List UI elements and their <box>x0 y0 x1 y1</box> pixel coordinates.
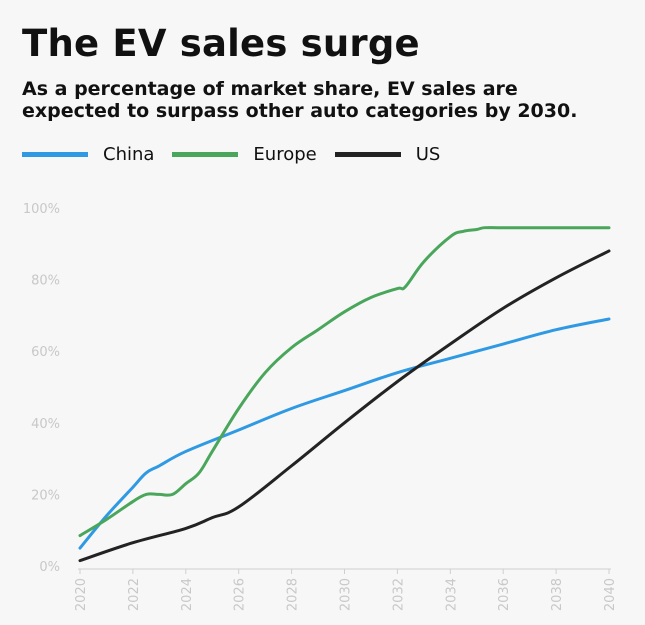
x-tick-label: 2032 <box>391 578 406 611</box>
y-tick-label: 20% <box>31 488 60 503</box>
y-tick-label: 60% <box>31 345 60 360</box>
y-tick-label: 0% <box>39 560 60 575</box>
x-tick-label: 2020 <box>74 578 89 611</box>
legend-swatch-us <box>334 151 401 157</box>
y-tick-label: 100% <box>23 202 60 217</box>
x-tick-label: 2036 <box>497 578 512 611</box>
legend-label-china: China <box>103 143 155 165</box>
x-tick-label: 2022 <box>127 578 142 611</box>
y-tick-label: 80% <box>31 274 60 289</box>
legend-label-europe: Europe <box>253 143 317 165</box>
x-tick-label: 2040 <box>603 578 618 611</box>
legend: China Europe US <box>22 143 458 165</box>
x-tick-label: 2038 <box>550 578 565 611</box>
x-tick-label: 2030 <box>339 578 354 611</box>
series-line-china <box>78 317 611 550</box>
x-tick-label: 2034 <box>444 578 459 611</box>
series-line-us <box>78 249 611 563</box>
legend-item-europe: Europe <box>172 143 317 165</box>
legend-swatch-europe <box>172 151 239 157</box>
x-tick-label: 2028 <box>286 578 301 611</box>
legend-swatch-china <box>22 151 88 157</box>
legend-item-china: China <box>22 144 154 165</box>
legend-label-us: US <box>415 143 441 165</box>
legend-item-us: US <box>334 143 441 165</box>
x-tick-label: 2024 <box>180 578 195 611</box>
series-line-europe <box>78 226 611 538</box>
chart-title: The EV sales surge <box>22 22 420 65</box>
y-tick-label: 40% <box>31 417 60 432</box>
x-tick-label: 2026 <box>233 578 248 611</box>
chart-subtitle: As a percentage of market share, EV sale… <box>22 78 578 122</box>
